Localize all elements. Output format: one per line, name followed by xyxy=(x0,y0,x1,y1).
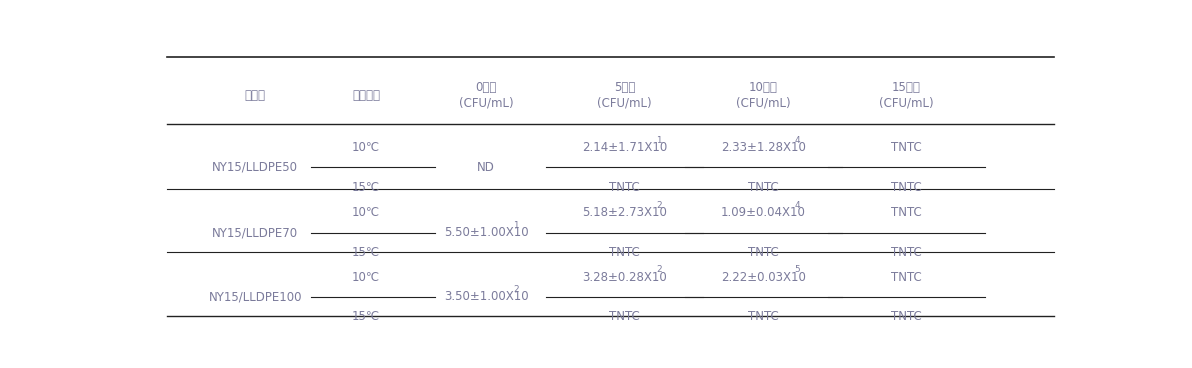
Text: NY15/LLDPE100: NY15/LLDPE100 xyxy=(209,290,302,304)
Text: 3.50±1.00X10: 3.50±1.00X10 xyxy=(443,290,528,304)
Text: 2: 2 xyxy=(656,201,662,210)
Text: ND: ND xyxy=(477,161,495,174)
Text: 15℃: 15℃ xyxy=(352,246,380,259)
Text: 1.09±0.04X10: 1.09±0.04X10 xyxy=(721,206,806,219)
Text: 15일차
(CFU/mL): 15일차 (CFU/mL) xyxy=(880,81,933,109)
Text: 2: 2 xyxy=(513,285,519,294)
Text: TNTC: TNTC xyxy=(892,246,921,259)
Text: 10℃: 10℃ xyxy=(352,141,380,154)
Text: TNTC: TNTC xyxy=(747,310,778,323)
Text: TNTC: TNTC xyxy=(892,141,921,154)
Text: TNTC: TNTC xyxy=(892,206,921,219)
Text: 3.28±0.28X10: 3.28±0.28X10 xyxy=(583,270,668,284)
Text: 4: 4 xyxy=(795,136,800,145)
Text: TNTC: TNTC xyxy=(609,181,640,194)
Text: TNTC: TNTC xyxy=(892,310,921,323)
Text: 10℃: 10℃ xyxy=(352,206,380,219)
Text: 저장온도: 저장온도 xyxy=(352,89,380,102)
Text: 15℃: 15℃ xyxy=(352,310,380,323)
Text: 필름명: 필름명 xyxy=(244,89,266,102)
Text: NY15/LLDPE70: NY15/LLDPE70 xyxy=(212,226,298,239)
Text: 5일차
(CFU/mL): 5일차 (CFU/mL) xyxy=(597,81,652,109)
Text: 4: 4 xyxy=(795,201,800,210)
Text: TNTC: TNTC xyxy=(747,181,778,194)
Text: TNTC: TNTC xyxy=(892,181,921,194)
Text: 5.50±1.00X10: 5.50±1.00X10 xyxy=(443,226,528,239)
Text: 5.18±2.73X10: 5.18±2.73X10 xyxy=(583,206,668,219)
Text: TNTC: TNTC xyxy=(609,246,640,259)
Text: 1: 1 xyxy=(656,136,662,145)
Text: TNTC: TNTC xyxy=(747,246,778,259)
Text: 10℃: 10℃ xyxy=(352,270,380,284)
Text: TNTC: TNTC xyxy=(609,310,640,323)
Text: 5: 5 xyxy=(795,265,800,275)
Text: NY15/LLDPE50: NY15/LLDPE50 xyxy=(212,161,298,174)
Text: 15℃: 15℃ xyxy=(352,181,380,194)
Text: 2.33±1.28X10: 2.33±1.28X10 xyxy=(721,141,806,154)
Text: TNTC: TNTC xyxy=(892,270,921,284)
Text: 0일차
(CFU/mL): 0일차 (CFU/mL) xyxy=(459,81,514,109)
Text: 2.14±1.71X10: 2.14±1.71X10 xyxy=(582,141,668,154)
Text: 1: 1 xyxy=(513,221,519,230)
Text: 2: 2 xyxy=(656,265,662,275)
Text: 10일차
(CFU/mL): 10일차 (CFU/mL) xyxy=(735,81,790,109)
Text: 2.22±0.03X10: 2.22±0.03X10 xyxy=(721,270,806,284)
